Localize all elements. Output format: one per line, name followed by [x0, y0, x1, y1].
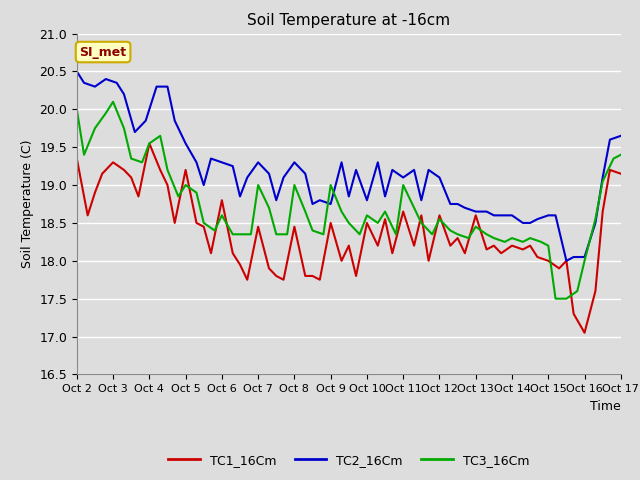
- TC2_16Cm: [563, 258, 570, 264]
- TC3_16Cm: [617, 152, 625, 157]
- TC3_16Cm: [73, 107, 81, 112]
- Text: SI_met: SI_met: [79, 46, 127, 59]
- TC2_16Cm: [417, 197, 425, 203]
- Line: TC3_16Cm: TC3_16Cm: [77, 102, 621, 299]
- TC2_16Cm: [218, 159, 226, 165]
- TC1_16Cm: [580, 330, 588, 336]
- TC1_16Cm: [617, 171, 625, 177]
- TC1_16Cm: [145, 141, 153, 146]
- TC3_16Cm: [410, 205, 418, 211]
- TC2_16Cm: [265, 171, 273, 177]
- TC1_16Cm: [374, 243, 381, 249]
- Title: Soil Temperature at -16cm: Soil Temperature at -16cm: [247, 13, 451, 28]
- TC3_16Cm: [211, 228, 218, 233]
- TC3_16Cm: [374, 220, 381, 226]
- Legend: TC1_16Cm, TC2_16Cm, TC3_16Cm: TC1_16Cm, TC2_16Cm, TC3_16Cm: [163, 449, 534, 472]
- TC1_16Cm: [556, 265, 563, 271]
- Y-axis label: Soil Temperature (C): Soil Temperature (C): [20, 140, 34, 268]
- Line: TC2_16Cm: TC2_16Cm: [77, 72, 621, 261]
- TC3_16Cm: [273, 231, 280, 237]
- TC3_16Cm: [552, 296, 559, 301]
- TC3_16Cm: [563, 296, 570, 301]
- TC1_16Cm: [73, 156, 81, 161]
- TC2_16Cm: [236, 193, 244, 199]
- TC1_16Cm: [273, 273, 280, 279]
- TC3_16Cm: [193, 190, 200, 195]
- TC2_16Cm: [617, 133, 625, 139]
- Line: TC1_16Cm: TC1_16Cm: [77, 144, 621, 333]
- TC2_16Cm: [254, 159, 262, 165]
- TC1_16Cm: [207, 251, 215, 256]
- TC1_16Cm: [193, 220, 200, 226]
- TC1_16Cm: [410, 243, 418, 249]
- TC2_16Cm: [73, 69, 81, 74]
- X-axis label: Time: Time: [590, 400, 621, 413]
- TC3_16Cm: [109, 99, 117, 105]
- TC2_16Cm: [171, 118, 179, 123]
